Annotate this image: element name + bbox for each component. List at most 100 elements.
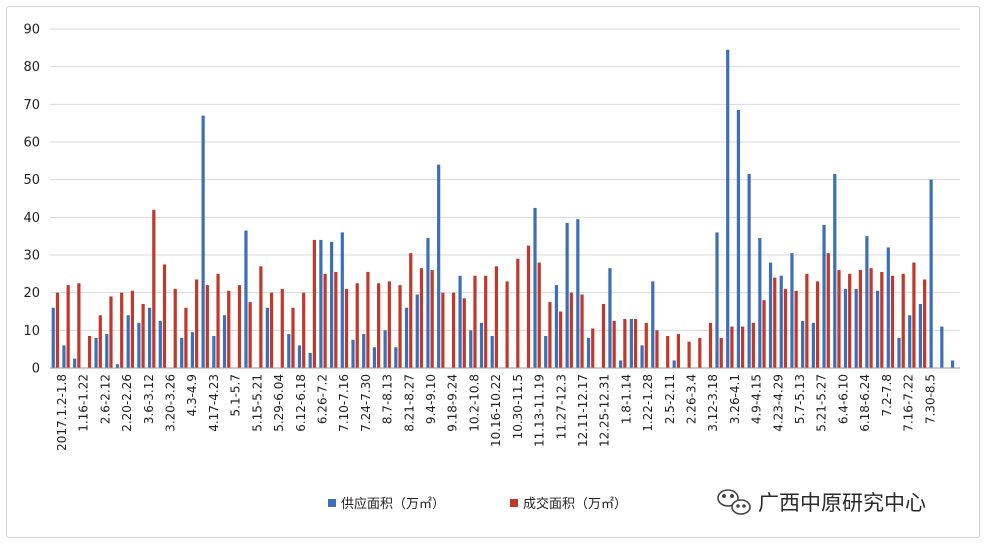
- bar-supply: [265, 307, 269, 368]
- x-tick-label: 2017.1.2-1.8: [55, 374, 69, 451]
- bar-deal: [130, 290, 134, 368]
- x-tick-label: 7.10-7.16: [337, 374, 351, 432]
- bar-deal: [302, 292, 306, 368]
- y-tick-label: 50: [23, 173, 40, 188]
- bar-supply: [608, 268, 612, 368]
- bar-deal: [195, 279, 199, 368]
- bar-deal: [912, 262, 916, 368]
- bar-deal: [205, 285, 209, 368]
- bar-supply: [437, 164, 441, 368]
- x-tick-label: 3.12-3.18: [706, 374, 720, 432]
- bar-deal: [323, 273, 327, 368]
- bar-deal: [505, 281, 509, 368]
- y-tick-label: 30: [23, 249, 40, 264]
- bar-supply: [340, 232, 344, 368]
- y-tick-label: 70: [23, 98, 40, 113]
- bar-deal: [152, 209, 156, 368]
- bar-deal: [687, 341, 691, 368]
- bar-deal: [676, 334, 680, 368]
- bar-supply: [908, 315, 912, 368]
- bar-supply: [576, 219, 580, 368]
- x-tick-label: 3.20-3.26: [164, 374, 178, 432]
- bar-supply: [287, 334, 291, 368]
- x-tick-label: 7.16-7.22: [902, 374, 916, 432]
- y-tick-label: 80: [23, 60, 40, 75]
- bar-supply: [351, 339, 355, 368]
- bar-supply: [201, 115, 205, 368]
- bar-supply: [490, 335, 494, 368]
- bar-deal: [591, 328, 595, 368]
- bar-deal: [815, 281, 820, 368]
- bar-deal: [869, 268, 873, 368]
- legend-label-supply: 供应面积（万㎡）: [341, 496, 445, 512]
- x-tick-label: 7.24-7.30: [359, 374, 373, 432]
- bar-deal: [334, 271, 338, 368]
- watermark-text: 广西中原研究中心: [758, 491, 926, 515]
- x-tick-label: 6.12-6.18: [294, 374, 308, 432]
- x-axis-ticks: 2017.1.2-1.8 1.16-1.22 2.6-2.12 2.20-2.26 3.…: [55, 374, 937, 451]
- bar-supply: [779, 275, 783, 368]
- bar-supply: [137, 322, 141, 368]
- legend-swatch-deal: [510, 499, 518, 507]
- bar-deal: [55, 292, 60, 368]
- x-tick-label: 11.13-11.19: [533, 374, 547, 447]
- bar-deal: [548, 302, 552, 368]
- bar-deal: [398, 285, 402, 368]
- wechat-logo-icon: [717, 489, 751, 515]
- bar-deal: [719, 337, 723, 368]
- x-tick-label: 1.8-1.14: [619, 374, 633, 424]
- bar-deal: [484, 275, 488, 368]
- x-tick-label: 2.26-3.4: [685, 374, 699, 424]
- bar-supply: [383, 330, 387, 368]
- bar-deal: [173, 288, 177, 368]
- bar-deal: [794, 290, 798, 368]
- x-tick-label: 5.21-5.27: [815, 374, 829, 432]
- y-tick-label: 90: [23, 23, 40, 38]
- bar-supply: [533, 207, 537, 368]
- bar-supply: [180, 337, 184, 368]
- bar-supply: [362, 334, 366, 368]
- bar-supply: [126, 315, 130, 368]
- bar-supply: [115, 364, 120, 368]
- x-tick-label: 7.2-7.8: [880, 374, 894, 417]
- bar-deal: [227, 290, 231, 368]
- bar-supply: [372, 347, 377, 368]
- bar-supply: [768, 262, 773, 368]
- bar-supply: [147, 307, 152, 368]
- legend-swatch-supply: [328, 499, 336, 507]
- bar-deal: [526, 245, 531, 368]
- bar-supply: [833, 174, 837, 368]
- bar-supply: [811, 322, 815, 368]
- bar-deal: [216, 273, 220, 368]
- bar-deal: [312, 239, 316, 368]
- chart-frame: [6, 6, 980, 538]
- bar-deal: [655, 330, 659, 368]
- bar-deal: [644, 322, 648, 368]
- y-tick-label: 60: [23, 136, 40, 151]
- bar-deal: [773, 277, 777, 368]
- bar-deal: [473, 275, 477, 368]
- bar-supply: [479, 322, 484, 368]
- bar-supply: [619, 360, 623, 368]
- bar-supply: [843, 288, 848, 368]
- bar-supply: [897, 337, 901, 368]
- bar-supply: [244, 230, 248, 368]
- bar-deal: [87, 335, 92, 368]
- x-tick-label: 8.21-8.27: [402, 374, 416, 432]
- y-tick-label: 20: [23, 286, 40, 301]
- bar-deal: [623, 319, 627, 368]
- bar-supply: [554, 285, 559, 368]
- bar-supply: [404, 307, 409, 368]
- x-tick-label: 4.23-4.29: [771, 374, 785, 432]
- bar-supply: [672, 360, 676, 368]
- x-tick-label: 10.30-11.5: [511, 374, 525, 439]
- bar-deal: [120, 292, 124, 368]
- legend: 供应面积（万㎡） 成交面积（万㎡）: [328, 496, 627, 512]
- x-tick-label: 2.6-2.12: [98, 374, 112, 424]
- bar-deal: [77, 283, 81, 368]
- bar-supply: [918, 303, 923, 368]
- x-tick-label: 11.27-12.3: [554, 374, 568, 439]
- bar-supply: [586, 337, 591, 368]
- bar-supply: [426, 238, 430, 368]
